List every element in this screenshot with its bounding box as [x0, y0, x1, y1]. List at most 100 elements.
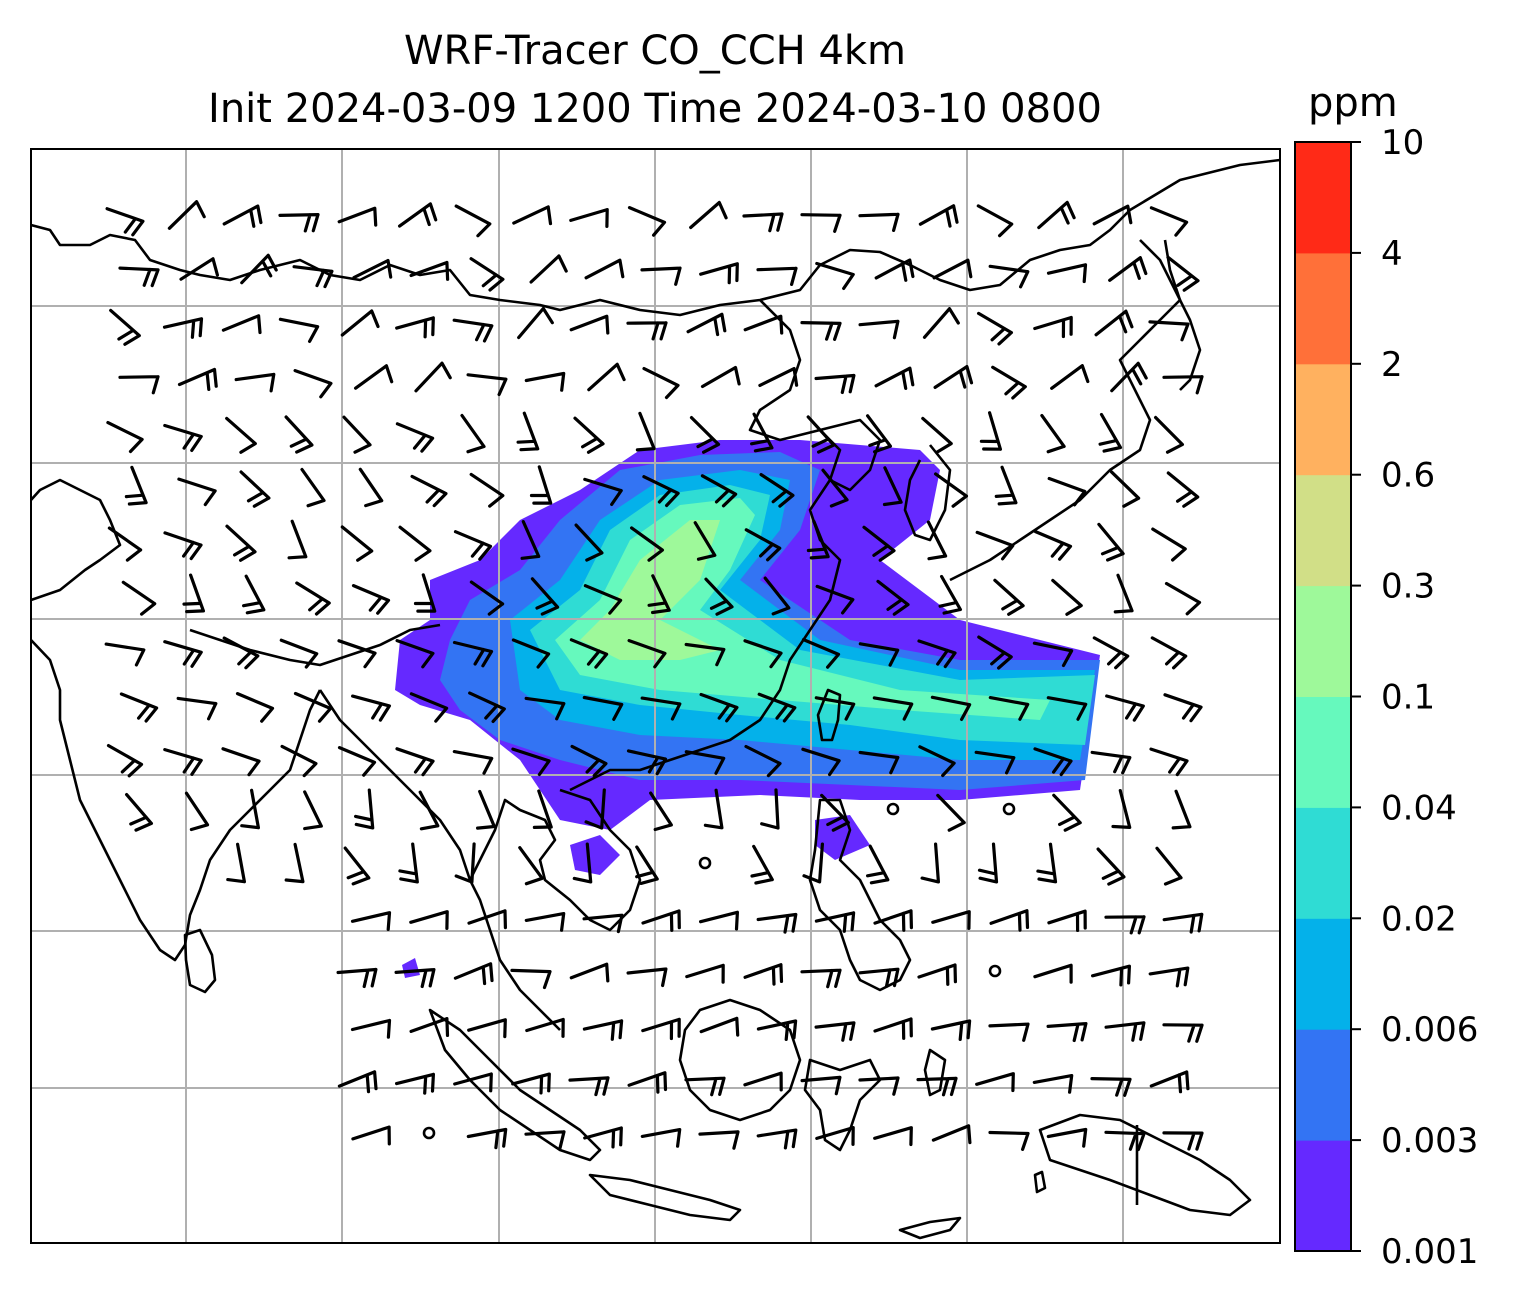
wind-barb — [163, 640, 203, 668]
wind-barb — [756, 1019, 798, 1041]
wind-barb — [452, 318, 494, 343]
wind-barb — [1032, 1074, 1074, 1094]
wind-barb — [469, 257, 505, 292]
wind-barb — [1166, 471, 1200, 508]
wind-barb — [284, 842, 305, 884]
wind-barb — [1091, 964, 1131, 987]
wind-barb — [358, 467, 384, 508]
wind-barb — [582, 1019, 624, 1041]
wind-barb — [975, 530, 1015, 561]
wind-barb — [1040, 414, 1066, 454]
wind-barb — [1033, 315, 1073, 339]
wind-barb — [743, 639, 783, 669]
wind-barb — [873, 909, 913, 932]
wind-barb — [630, 526, 664, 562]
wind-barb — [278, 213, 320, 233]
wind-barb — [476, 789, 496, 830]
wind-barb — [921, 416, 953, 454]
wind-calm-circle — [886, 802, 900, 816]
coast-japan — [949, 239, 1182, 582]
wind-barb — [292, 265, 334, 289]
map-title-line2: Init 2024-03-09 1200 Time 2024-03-10 080… — [208, 86, 1102, 132]
wind-barb — [801, 638, 841, 669]
wind-barb — [179, 257, 219, 281]
colorbar-bin — [1295, 363, 1351, 476]
wind-barb — [647, 574, 671, 615]
wind-barb — [1090, 1077, 1132, 1097]
wind-barb — [641, 1017, 681, 1041]
wind-barb — [350, 1018, 392, 1039]
coast-islet-east — [1033, 1170, 1047, 1194]
wind-barb — [1162, 1023, 1204, 1043]
wind-barb — [225, 524, 257, 562]
wind-barb — [743, 963, 784, 986]
wind-barb — [800, 968, 842, 989]
wind-barb — [469, 580, 505, 616]
wind-barb — [337, 1070, 378, 1094]
wind-barb — [395, 422, 435, 453]
wind-barb — [336, 967, 378, 989]
wind-barb — [700, 365, 741, 389]
wind-barb — [800, 1075, 842, 1096]
wind-barb — [872, 696, 914, 721]
coast-srilanka — [183, 928, 217, 994]
wind-barb — [988, 264, 1030, 289]
wind-barb — [932, 258, 973, 280]
colorbar-tick-label: 0.006 — [1381, 1010, 1478, 1050]
wind-barb — [240, 788, 260, 830]
wind-barb — [1051, 578, 1083, 616]
wind-barb — [1096, 847, 1126, 886]
wind-barb — [874, 258, 915, 282]
coast-china-east — [569, 299, 842, 792]
wind-barb — [226, 842, 246, 884]
wind-barb — [1105, 694, 1145, 722]
colorbar-bin — [1295, 696, 1351, 808]
colorbar-unit: ppm — [1308, 80, 1398, 126]
coast-northern-border — [31, 158, 1280, 317]
wind-barb — [975, 1072, 1015, 1093]
wind-barb — [511, 638, 551, 669]
wind-barb — [242, 574, 266, 615]
wind-barb — [352, 258, 393, 280]
colorbar-frame — [1294, 141, 1352, 1252]
wind-barb — [1171, 789, 1192, 830]
coast-timor — [898, 1216, 962, 1240]
wind-barb — [918, 204, 959, 228]
wind-barb — [806, 519, 830, 560]
wind-barb — [1033, 963, 1073, 984]
wind-barb — [976, 204, 1014, 238]
wind-barb — [1151, 527, 1187, 562]
wind-barb — [278, 317, 320, 343]
wind-barb — [354, 788, 375, 830]
wind-barb — [524, 912, 566, 932]
wind-barb — [814, 1021, 856, 1042]
colorbar-tick-label: 10 — [1381, 123, 1424, 163]
wind-barb — [530, 577, 560, 616]
map-gridlines — [31, 149, 1280, 1243]
wind-barb — [584, 258, 625, 280]
wind-barb — [574, 523, 604, 562]
wind-barb — [524, 371, 566, 392]
wind-barb — [635, 845, 659, 885]
wind-barb — [118, 375, 160, 395]
wind-barb — [569, 638, 609, 669]
wind-calm-circle — [698, 856, 712, 870]
wind-barb — [1162, 912, 1204, 934]
wind-barb — [234, 372, 276, 393]
colorbar-tick-label: 0.02 — [1381, 899, 1457, 939]
plume-patch-phil — [815, 815, 870, 860]
wind-calm-circle — [988, 964, 1002, 978]
colorbar-tick-label: 0.6 — [1381, 456, 1435, 496]
coast-borneo — [678, 998, 802, 1122]
wind-barb — [1097, 522, 1125, 562]
colorbar-tick-label: 0.3 — [1381, 567, 1435, 607]
wind-barb — [742, 212, 784, 233]
wind-barb — [453, 962, 494, 986]
wind-barb — [979, 411, 1002, 451]
wind-barb — [641, 909, 681, 932]
wind-barb — [468, 691, 506, 723]
wind-barb — [221, 314, 262, 335]
wind-barb — [524, 696, 566, 721]
wind-barb — [1036, 842, 1058, 884]
wind-barb — [239, 470, 271, 508]
